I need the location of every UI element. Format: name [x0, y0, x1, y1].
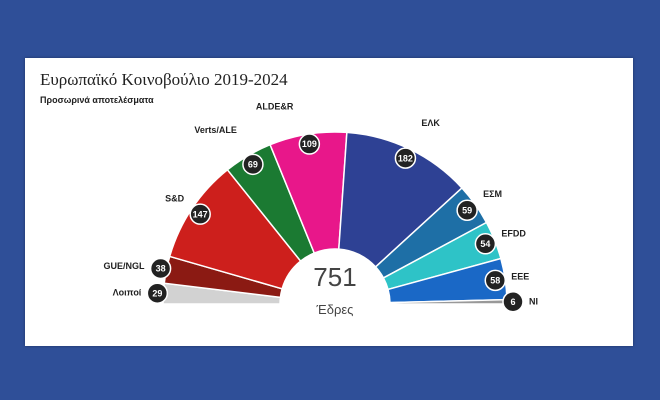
- party-label-ελκ: ΕΛΚ: [421, 118, 440, 128]
- party-label-efdd: EFDD: [501, 228, 526, 238]
- party-label-verts-ale: Verts/ALE: [194, 125, 237, 135]
- chart-subtitle: Προσωρινά αποτελέσματα: [40, 95, 154, 105]
- value-label-ni: 6: [510, 297, 515, 307]
- value-badge-ελκ: [394, 147, 417, 169]
- chart-card: Ευρωπαϊκό Κοινοβούλιο 2019-2024 Προσωριν…: [25, 58, 633, 346]
- value-label-alde-r: 109: [302, 139, 317, 149]
- value-label-gue-ngl: 38: [156, 264, 166, 274]
- value-label-efdd: 54: [480, 239, 490, 249]
- value-badge-alde-r: [298, 133, 321, 155]
- party-label-alde-r: ALDE&R: [256, 101, 294, 111]
- chart-title: Ευρωπαϊκό Κοινοβούλιο 2019-2024: [40, 70, 288, 89]
- total-seats-label: Έδρες: [316, 302, 354, 317]
- party-label-λοιποί: Λοιποί: [113, 287, 142, 297]
- party-label-ni: NI: [529, 297, 538, 307]
- value-label-verts-ale: 69: [248, 160, 258, 170]
- value-badge-efdd: [474, 233, 497, 255]
- parliament-hemicycle-chart: 29 Λοιποί 38 GUE/NGL 147 S&D 69 Verts/ALE 109 ALD…: [104, 101, 538, 346]
- value-badge-gue-ngl: [149, 257, 172, 280]
- value-badge-ni: [502, 291, 524, 313]
- value-badge-εεε: [484, 269, 507, 292]
- value-label-ελκ: 182: [398, 153, 413, 163]
- value-badge-verts-ale: [242, 153, 264, 176]
- value-badge-εσμ: [456, 199, 478, 222]
- value-label-λοιποί: 29: [152, 288, 162, 298]
- value-label-εεε: 58: [490, 276, 500, 286]
- value-badge-λοιποί: [146, 282, 169, 304]
- value-badge-s-d: [189, 203, 211, 225]
- center-hole: [280, 249, 390, 346]
- party-label-s-d: S&D: [165, 194, 185, 204]
- party-label-εσμ: ΕΣΜ: [483, 189, 502, 199]
- party-label-gue-ngl: GUE/NGL: [104, 261, 146, 271]
- value-label-s-d: 147: [193, 209, 208, 219]
- total-seats-value: 751: [313, 262, 356, 292]
- value-label-εσμ: 59: [462, 205, 472, 215]
- party-label-εεε: ΕΕΕ: [511, 271, 529, 281]
